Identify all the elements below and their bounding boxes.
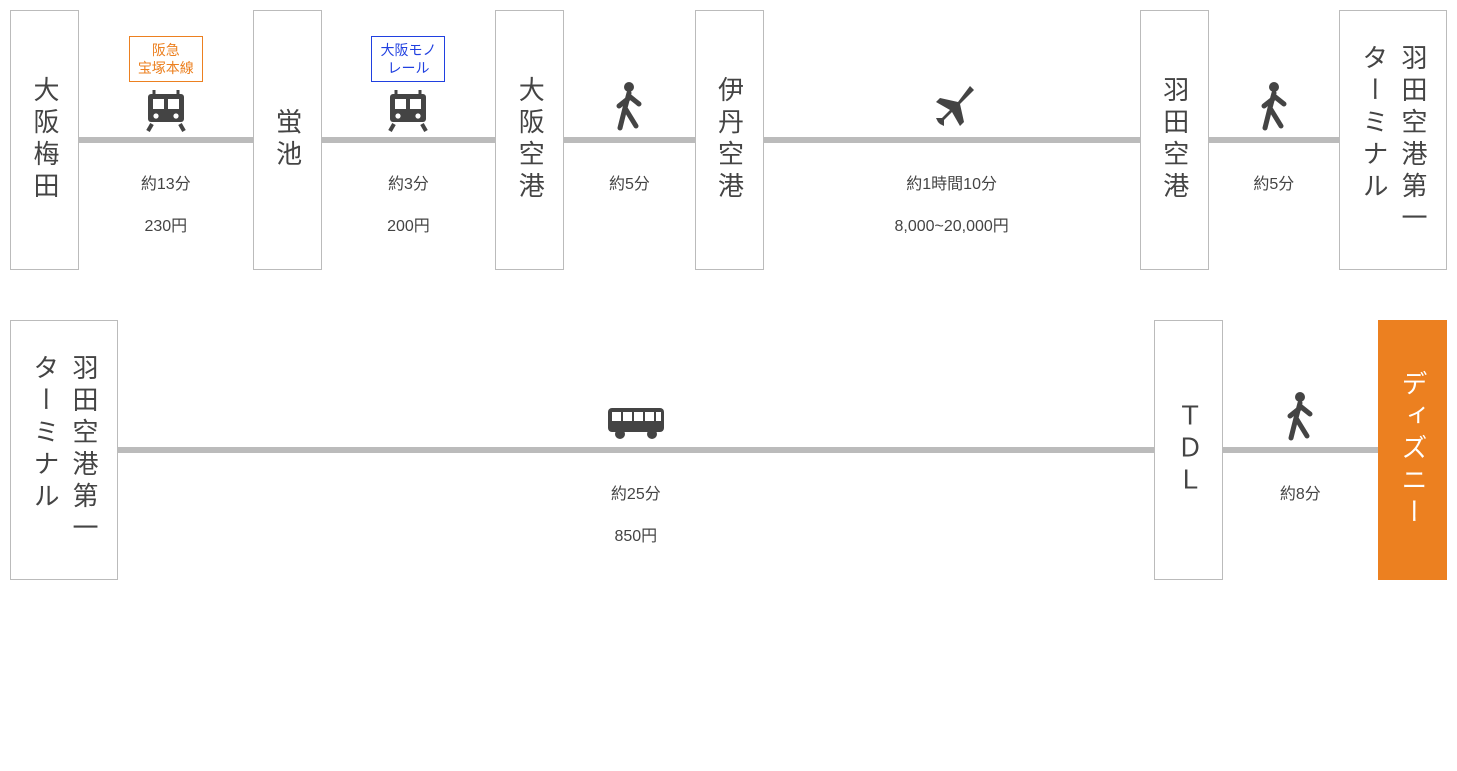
train-icon (136, 88, 196, 132)
station-label: 大阪梅田 (25, 76, 64, 204)
station-label: 蛍池 (268, 108, 307, 172)
station-label: 羽田空港第一 ターミナル (1354, 44, 1432, 236)
line-badge: 阪急 宝塚本線 (129, 36, 203, 82)
duration-text: 約1時間10分 (906, 170, 997, 194)
fare-text: 200円 (387, 212, 430, 236)
route-segment: 大阪モノ レール 約3分 200円 (322, 20, 496, 260)
route-segment: 阪急 宝塚本線 約13分 230円 (79, 20, 253, 260)
duration-text: 約3分 (388, 170, 429, 194)
station-label: 羽田空港 (1155, 76, 1194, 204)
duration-text: 約8分 (1280, 480, 1321, 504)
segment-bottom: 約25分 850円 (611, 450, 661, 570)
station-box: 蛍池 (253, 10, 322, 270)
segment-bottom: 約5分 (1253, 140, 1294, 260)
walk-icon (1248, 80, 1300, 132)
segment-bottom: 約8分 (1280, 450, 1321, 570)
fare-text: 230円 (144, 212, 187, 236)
route-segment: 約1時間10分 8,000~20,000円 (764, 20, 1140, 260)
duration-text: 約5分 (609, 170, 650, 194)
station-label: ＴＤＬ (1169, 402, 1208, 498)
fare-text: 8,000~20,000円 (894, 212, 1008, 236)
segment-top: 大阪モノ レール (371, 20, 445, 140)
walk-icon (1274, 390, 1326, 442)
route-diagram: 大阪梅田阪急 宝塚本線 約13分230円蛍池大阪モノ レール 約3分200円大阪… (10, 10, 1447, 580)
bus-icon (598, 402, 674, 442)
station-box: 羽田空港第一 ターミナル (1339, 10, 1447, 270)
duration-text: 約13分 (141, 170, 191, 194)
station-box-destination: ディズニー (1378, 320, 1447, 580)
route-segment: 約25分 850円 (118, 330, 1154, 570)
segment-bottom: 約3分 200円 (387, 140, 430, 260)
line-badge: 大阪モノ レール (371, 36, 445, 82)
segment-bottom: 約1時間10分 8,000~20,000円 (894, 140, 1008, 260)
station-label: 伊丹空港 (710, 76, 749, 204)
station-box: 羽田空港 (1140, 10, 1209, 270)
segment-bottom: 約5分 (609, 140, 650, 260)
segment-top (1274, 330, 1326, 450)
duration-text: 約25分 (611, 480, 661, 504)
walk-icon (603, 80, 655, 132)
station-box: 羽田空港第一 ターミナル (10, 320, 118, 580)
segment-top (603, 20, 655, 140)
route-row: 羽田空港第一 ターミナル 約25分 850円 ＴＤＬ 約8分 ディズニー (10, 320, 1447, 580)
segment-bottom: 約13分 230円 (141, 140, 191, 260)
segment-top (598, 330, 674, 450)
fare-text: 850円 (614, 522, 657, 546)
duration-text: 約5分 (1253, 170, 1294, 194)
segment-top: 阪急 宝塚本線 (129, 20, 203, 140)
plane-icon (918, 76, 986, 132)
station-box: 伊丹空港 (695, 10, 764, 270)
route-segment: 約5分 (1209, 20, 1339, 260)
route-row: 大阪梅田阪急 宝塚本線 約13分230円蛍池大阪モノ レール 約3分200円大阪… (10, 10, 1447, 270)
station-box: 大阪空港 (495, 10, 564, 270)
train-icon (378, 88, 438, 132)
station-label: 大阪空港 (510, 76, 549, 204)
station-label: 羽田空港第一 ターミナル (25, 354, 103, 546)
segment-top (1248, 20, 1300, 140)
station-box: 大阪梅田 (10, 10, 79, 270)
segment-top (918, 20, 986, 140)
route-segment: 約8分 (1223, 330, 1378, 570)
route-segment: 約5分 (564, 20, 694, 260)
station-label: ディズニー (1393, 370, 1432, 530)
station-box: ＴＤＬ (1154, 320, 1223, 580)
